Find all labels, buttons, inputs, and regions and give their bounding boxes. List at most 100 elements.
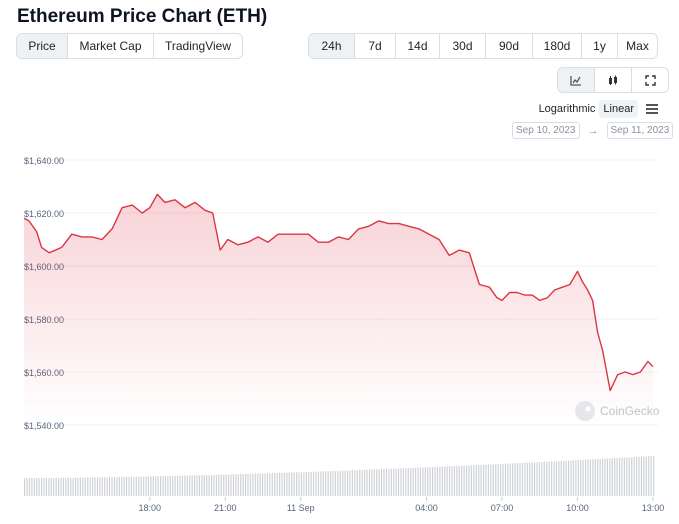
y-tick-label: $1,580.00: [24, 315, 64, 325]
tab-market-cap[interactable]: Market Cap: [68, 34, 154, 58]
price-area: [24, 194, 653, 425]
x-tick-label: 10:00: [566, 503, 589, 513]
volume-bar: [118, 477, 120, 496]
volume-bar: [628, 457, 630, 496]
volume-bar: [623, 457, 626, 496]
x-axis: 18:00 21:00 11 Sep 04:00 07:00 10:00 13:00: [139, 497, 664, 513]
volume-bar: [203, 475, 205, 496]
volume-bar: [57, 477, 60, 496]
watermark-text: CoinGecko: [600, 404, 660, 418]
volume-bar: [378, 469, 380, 496]
volume-bar: [373, 469, 375, 496]
range-24h[interactable]: 24h: [309, 34, 355, 58]
volume-bar: [283, 472, 286, 496]
tab-tradingview[interactable]: TradingView: [164, 39, 232, 53]
y-tick-label: $1,540.00: [24, 421, 64, 431]
volume-bar: [305, 471, 307, 496]
volume-bar: [162, 476, 164, 496]
range-90d[interactable]: 90d: [486, 34, 533, 58]
volume-bar: [150, 476, 152, 496]
volume-bar: [266, 473, 269, 496]
range-14d[interactable]: 14d: [396, 34, 440, 58]
range-180d[interactable]: 180d: [533, 34, 582, 58]
scale-toggle: Logarithmic Linear: [535, 100, 658, 118]
date-to-input[interactable]: Sep 11, 2023: [606, 122, 674, 139]
volume-bar: [276, 472, 278, 496]
volume-bar: [446, 466, 448, 496]
x-tick-label: 04:00: [415, 503, 438, 513]
volume-bar: [570, 460, 572, 496]
volume-bar: [62, 477, 65, 496]
range-30d[interactable]: 30d: [440, 34, 486, 58]
date-arrow: →: [587, 124, 599, 137]
volume-bar: [361, 469, 363, 496]
view-tabs: Price Market Cap TradingView: [16, 33, 243, 59]
tab-price[interactable]: Price: [17, 34, 68, 58]
volume-bar: [402, 468, 405, 496]
volume-bar: [87, 477, 89, 496]
y-tick-label: $1,600.00: [24, 262, 64, 272]
volume-bar: [269, 473, 271, 496]
volume-bar: [376, 469, 378, 496]
volume-bar: [614, 458, 616, 496]
volume-bar: [89, 477, 91, 496]
volume-bar: [565, 460, 567, 496]
volume-bar: [385, 468, 388, 496]
volume-bar: [96, 477, 99, 496]
volume-bar: [43, 478, 45, 496]
line-chart-button[interactable]: [558, 68, 595, 92]
volume-bar: [395, 468, 397, 496]
volume-bar: [334, 470, 337, 496]
volume-bar: [616, 458, 618, 496]
volume-bar: [594, 459, 596, 496]
volume-bar: [99, 477, 101, 496]
range-7d[interactable]: 7d: [355, 34, 396, 58]
volume-bar: [490, 464, 492, 496]
volume-bar: [31, 478, 33, 496]
volume-bar: [492, 464, 494, 496]
volume-bar: [521, 462, 524, 496]
volume-bar: [257, 473, 259, 496]
volume-bar: [237, 474, 239, 496]
volume-bar: [393, 468, 395, 496]
range-max[interactable]: Max: [626, 39, 649, 53]
volume-bar: [451, 466, 453, 496]
date-from-input[interactable]: Sep 10, 2023: [512, 122, 580, 139]
fullscreen-button[interactable]: [632, 68, 668, 92]
volume-bar: [300, 472, 303, 496]
y-tick-label: $1,640.00: [24, 156, 64, 166]
volume-bar: [288, 472, 290, 496]
volume-bar: [577, 460, 579, 496]
range-selector: 24h 7d 14d 30d 90d 180d 1y Max: [308, 33, 658, 59]
volume-bar: [509, 463, 511, 496]
volume-bar: [567, 460, 570, 496]
volume-bar: [473, 465, 475, 496]
volume-bar: [354, 470, 356, 496]
volume-bar: [142, 476, 145, 496]
scale-logarithmic[interactable]: Logarithmic: [538, 103, 596, 115]
volume-bar: [329, 471, 332, 496]
volume-bar: [388, 468, 390, 496]
volume-bar: [572, 460, 575, 496]
candlestick-icon: [609, 75, 617, 85]
menu-icon[interactable]: [646, 104, 658, 114]
y-tick-label: $1,560.00: [24, 368, 64, 378]
volume-bar: [507, 463, 509, 496]
range-1y[interactable]: 1y: [582, 34, 618, 58]
scale-linear[interactable]: Linear: [599, 100, 638, 118]
volume-bar: [410, 467, 412, 496]
volume-bar: [538, 462, 541, 496]
volume-bar: [312, 471, 315, 496]
volume-bar: [298, 472, 300, 496]
volume-bar: [101, 477, 103, 496]
volume-bar: [640, 456, 643, 496]
volume-bar: [308, 471, 310, 496]
volume-bar: [215, 474, 218, 496]
volume-bar: [254, 473, 256, 496]
volume-bar: [72, 477, 74, 496]
volume-bar: [349, 470, 351, 496]
volume-bar: [227, 474, 230, 496]
candlestick-button[interactable]: [595, 68, 632, 92]
volume-bar: [138, 476, 140, 496]
volume-bar: [638, 456, 640, 496]
